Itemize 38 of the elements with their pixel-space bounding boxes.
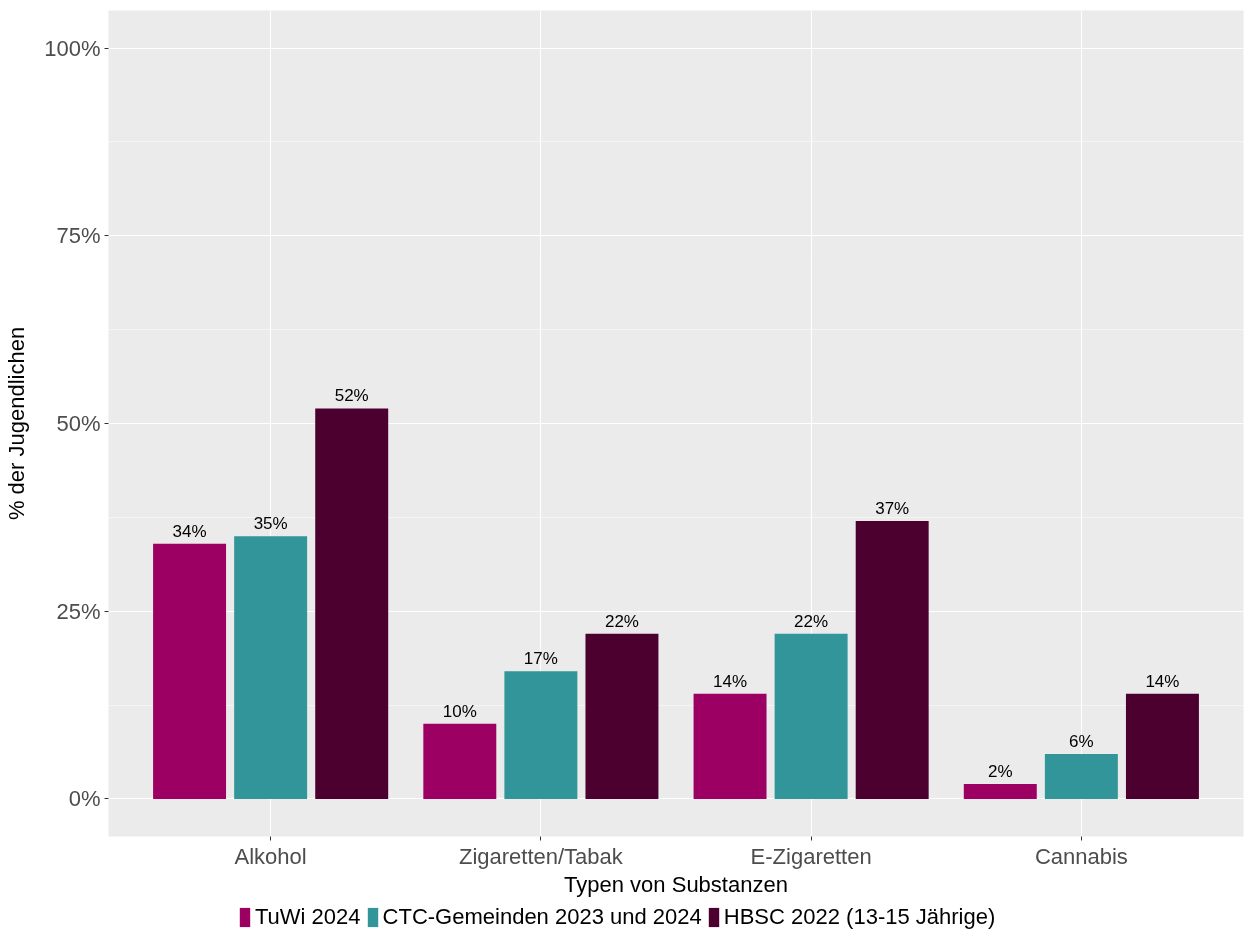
data-label: 22% (604, 611, 639, 631)
bar (693, 693, 767, 799)
y-tick-label: 75% (56, 223, 101, 249)
legend-label: CTC-Gemeinden 2023 und 2024 (382, 904, 702, 930)
bar (315, 408, 389, 799)
data-label: 10% (442, 701, 477, 721)
y-axis-title: % der Jugendlichen (4, 326, 30, 521)
bar (1125, 693, 1199, 799)
x-tick-label: E-Zigaretten (750, 843, 872, 869)
data-label: 52% (334, 386, 369, 406)
bar (585, 633, 659, 799)
data-label: 22% (794, 611, 829, 631)
data-label: 34% (172, 521, 207, 541)
bar (153, 543, 227, 799)
data-label: 35% (253, 514, 288, 534)
bar (774, 633, 848, 799)
legend-label: TuWi 2024 (255, 904, 361, 930)
legend-label: HBSC 2022 (13-15 Jährige) (723, 904, 996, 930)
y-tick-label: 100% (44, 35, 101, 61)
bar (423, 723, 497, 799)
data-label: 17% (523, 649, 558, 669)
bar (234, 536, 308, 799)
bar (963, 783, 1037, 799)
x-axis-title: Typen von Substanzen (564, 871, 788, 897)
x-tick-label: Cannabis (1034, 843, 1128, 869)
data-label: 6% (1069, 731, 1094, 751)
data-label: 2% (988, 761, 1013, 781)
bar (504, 671, 578, 799)
y-tick-label: 50% (56, 411, 101, 436)
x-tick-label: Zigaretten/Tabak (458, 843, 624, 869)
data-label: 37% (875, 499, 910, 519)
data-label: 14% (713, 671, 748, 691)
bar (1044, 753, 1118, 799)
data-label: 14% (1145, 671, 1180, 691)
bar (855, 521, 929, 799)
y-tick-label: 25% (56, 598, 101, 624)
x-tick-label: Alkohol (234, 843, 307, 869)
y-tick-label: 0% (68, 786, 101, 812)
